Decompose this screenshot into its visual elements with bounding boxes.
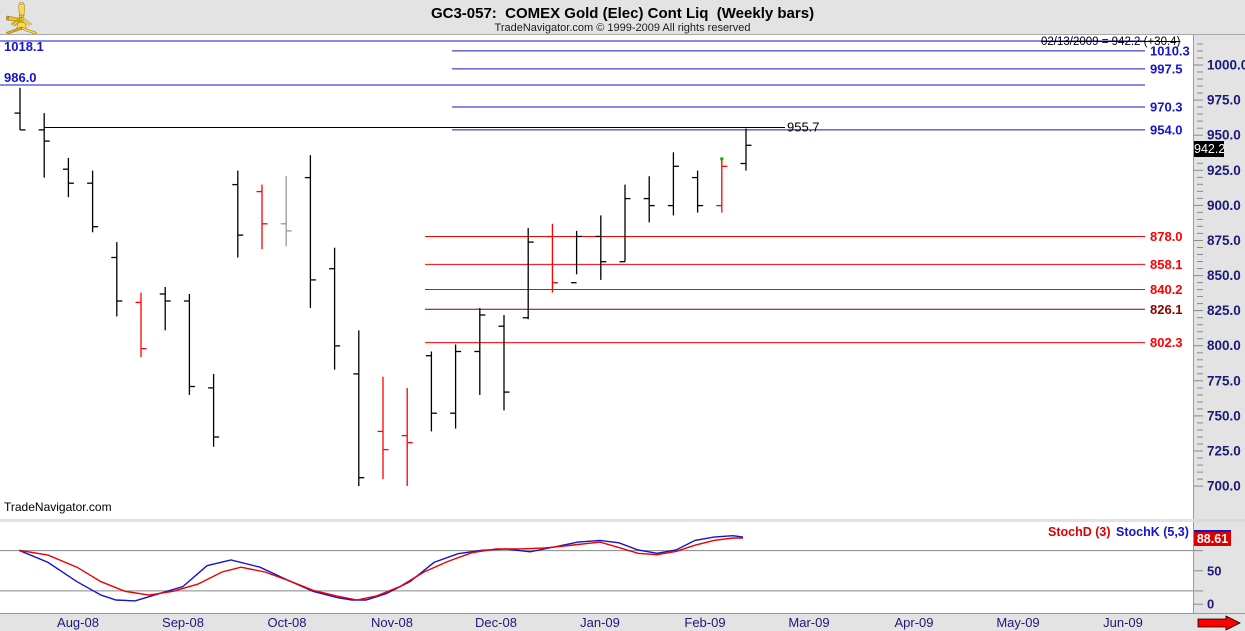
svg-text:975.0: 975.0 [1207, 93, 1241, 108]
svg-text:Apr-09: Apr-09 [894, 615, 933, 630]
svg-text:Aug-08: Aug-08 [57, 615, 99, 630]
svg-text:750.0: 750.0 [1207, 408, 1241, 423]
svg-text:Feb-09: Feb-09 [684, 615, 725, 630]
svg-text:1000.0: 1000.0 [1207, 58, 1245, 73]
svg-text:Dec-08: Dec-08 [475, 615, 517, 630]
svg-text:May-09: May-09 [996, 615, 1039, 630]
svg-text:Oct-08: Oct-08 [267, 615, 306, 630]
svg-text:850.0: 850.0 [1207, 268, 1241, 283]
svg-text:825.0: 825.0 [1207, 303, 1241, 318]
svg-text:Jun-09: Jun-09 [1103, 615, 1143, 630]
svg-text:0: 0 [1207, 597, 1214, 612]
svg-text:700.0: 700.0 [1207, 479, 1241, 494]
svg-text:775.0: 775.0 [1207, 373, 1241, 388]
svg-text:925.0: 925.0 [1207, 163, 1241, 178]
svg-text:800.0: 800.0 [1207, 338, 1241, 353]
svg-text:Nov-08: Nov-08 [371, 615, 413, 630]
svg-text:900.0: 900.0 [1207, 198, 1241, 213]
svg-text:Mar-09: Mar-09 [788, 615, 829, 630]
svg-text:50: 50 [1207, 563, 1221, 578]
svg-text:725.0: 725.0 [1207, 444, 1241, 459]
svg-text:Sep-08: Sep-08 [162, 615, 204, 630]
svg-text:875.0: 875.0 [1207, 233, 1241, 248]
svg-text:Jan-09: Jan-09 [580, 615, 620, 630]
